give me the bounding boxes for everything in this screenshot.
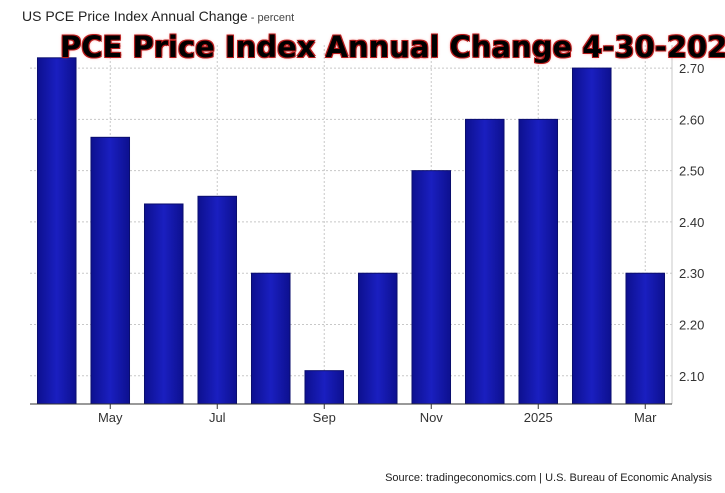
y-tick-label: 2.50: [679, 164, 704, 179]
source-note: Source: tradingeconomics.com | U.S. Bure…: [385, 472, 712, 484]
bar-feb-2025: [571, 67, 612, 405]
y-tick-label: 2.40: [679, 215, 704, 230]
chart-header-unit: - percent: [247, 12, 295, 24]
chart-header-title: US PCE Price Index Annual Change: [22, 8, 248, 24]
bar-sep-2024: [304, 370, 345, 405]
bar-oct-2024: [357, 272, 398, 405]
bar-may-2024: [90, 136, 131, 405]
x-tick-label: May: [98, 410, 123, 425]
chart-header: US PCE Price Index Annual Change - perce…: [22, 8, 294, 24]
bar-mar-2025: [625, 272, 666, 405]
bar-nov-2024: [411, 170, 452, 405]
bar-jan-2025: [518, 118, 559, 405]
x-tick-label: Mar: [634, 410, 657, 425]
bar-jun-2024: [143, 203, 184, 405]
bar-dec-2024: [464, 118, 505, 405]
y-tick-label: 2.60: [679, 112, 704, 127]
y-tick-label: 2.30: [679, 266, 704, 281]
overlay-title: PCE Price Index Annual Change 4-30-2025: [60, 30, 725, 64]
x-tick-label: 2025: [524, 410, 553, 425]
bar-apr-2024: [36, 57, 77, 405]
y-tick-label: 2.20: [679, 318, 704, 333]
bar-aug-2024: [250, 272, 291, 405]
x-tick-label: Jul: [209, 410, 226, 425]
bar-jul-2024: [197, 195, 238, 405]
y-tick-label: 2.10: [679, 369, 704, 384]
x-tick-label: Sep: [313, 410, 336, 425]
y-tick-label: 2.70: [679, 61, 704, 76]
x-tick-label: Nov: [420, 410, 444, 425]
